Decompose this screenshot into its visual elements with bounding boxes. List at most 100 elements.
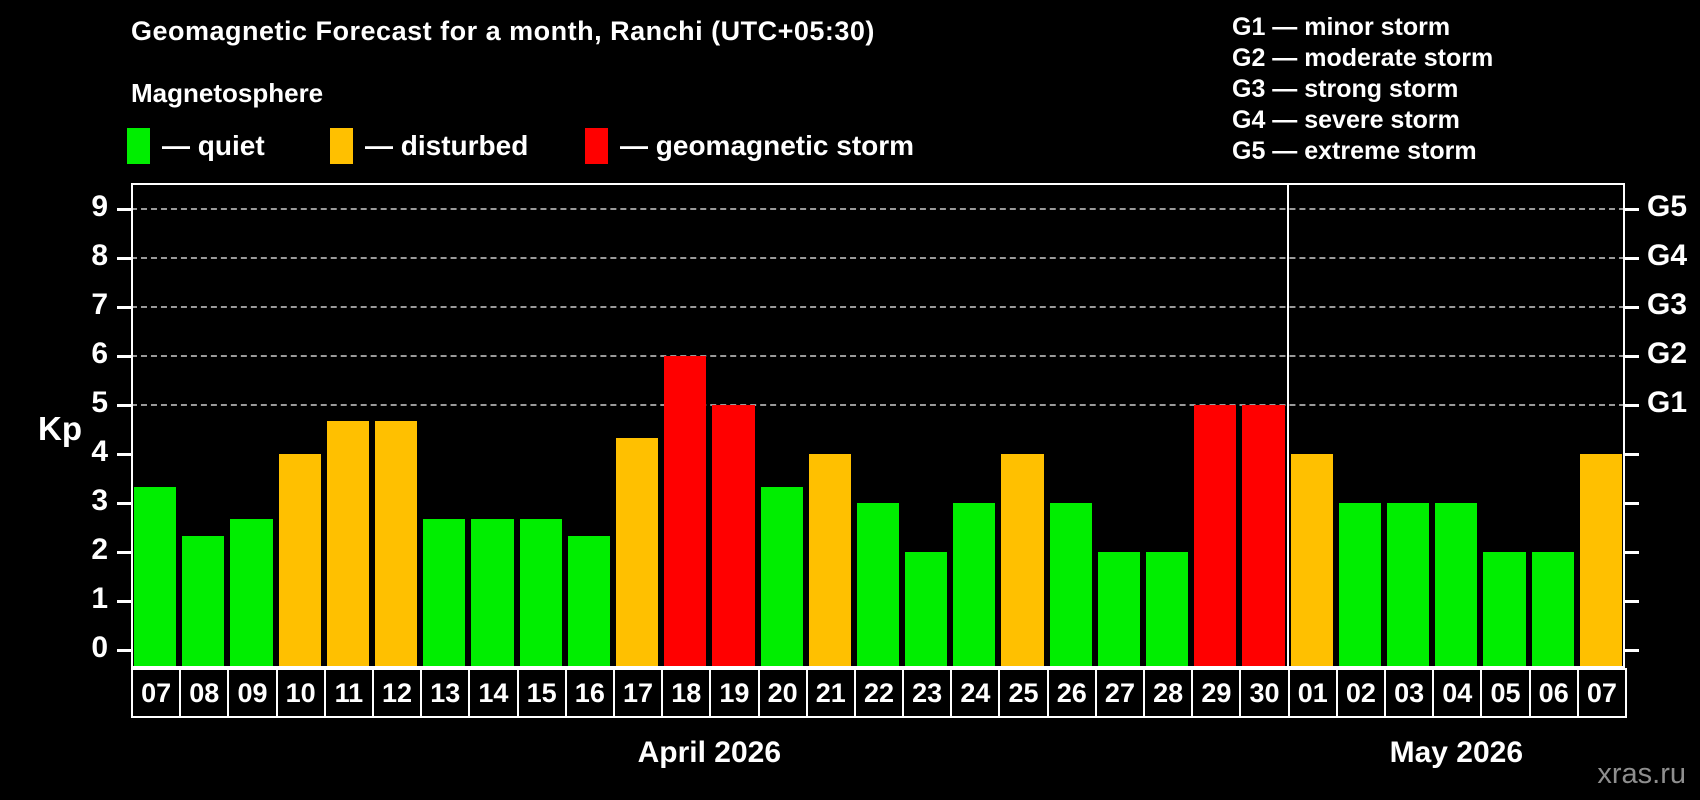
storm-swatch-icon: [585, 128, 608, 164]
kp-bar-day-02: [1338, 503, 1382, 668]
y-axis-tick-left: [117, 600, 131, 603]
day-label-cell: 29: [1191, 668, 1242, 718]
kp-bar-day-25: [1001, 454, 1044, 668]
y-axis-tick-label: 7: [91, 288, 108, 321]
day-label-cell: 17: [612, 668, 664, 718]
legend-item-storm: — geomagnetic storm: [585, 126, 914, 166]
day-label-cell: 14: [468, 668, 519, 718]
kp-bar-day-18: [664, 356, 707, 668]
g-scale-label-g2: G2: [1647, 337, 1688, 370]
gridline-kp6: [131, 355, 1625, 357]
y-axis-tick-right: [1625, 306, 1639, 309]
g-scale-label-g3: G3: [1647, 288, 1688, 321]
kp-bar-day-08: [182, 535, 225, 668]
y-axis-tick-label: 1: [91, 582, 108, 615]
gridline-kp9: [131, 208, 1625, 210]
y-axis-tick-left: [117, 208, 131, 211]
storm-scale-item: G2 — moderate storm: [1232, 44, 1494, 72]
day-label-cell: 19: [709, 668, 760, 718]
day-label-cell: 26: [1046, 668, 1097, 718]
gridline-kp5: [131, 404, 1625, 406]
day-label-cell: 12: [371, 668, 423, 718]
kp-bar-day-01: [1290, 454, 1333, 668]
month-label-april: April 2026: [637, 736, 782, 769]
day-label-cell: 13: [420, 668, 471, 718]
day-label-cell: 27: [1094, 668, 1146, 718]
y-axis-tick-label: 5: [91, 386, 108, 419]
kp-bar-day-13: [423, 519, 466, 668]
y-axis-tick-left: [117, 649, 131, 652]
day-label-cell: 09: [227, 668, 278, 718]
y-axis-tick-label: 4: [91, 435, 108, 468]
y-axis-tick-label: 0: [91, 631, 108, 664]
y-axis-tick-right: [1625, 355, 1639, 358]
legend-label: — geomagnetic storm: [620, 130, 915, 161]
kp-bar-day-27: [1097, 552, 1141, 668]
y-axis-tick-left: [117, 355, 131, 358]
y-axis-tick-label: 9: [91, 190, 108, 223]
legend-label: — disturbed: [365, 130, 529, 161]
month-separator-line: [1286, 183, 1289, 668]
day-label-cell: 15: [516, 668, 567, 718]
day-label-cell: 21: [805, 668, 856, 718]
y-axis-tick-right: [1625, 257, 1639, 260]
page-title: Geomagnetic Forecast for a month, Ranchi…: [131, 16, 875, 46]
y-axis-tick-left: [117, 453, 131, 456]
day-label-cell: 07: [131, 668, 182, 718]
y-axis-tick-label: 6: [91, 337, 108, 370]
y-axis-tick-left: [117, 404, 131, 407]
day-label-cell: 11: [323, 668, 374, 718]
kp-bar-day-05: [1483, 552, 1526, 668]
kp-bar-day-14: [471, 519, 514, 668]
storm-scale-item: G3 — strong storm: [1232, 75, 1459, 103]
kp-bar-day-04: [1435, 503, 1478, 668]
kp-bar-day-09: [230, 519, 273, 668]
day-label-cell: 25: [998, 668, 1049, 718]
legend-item-quiet: — quiet: [127, 126, 265, 166]
kp-bar-day-03: [1387, 503, 1430, 668]
g-scale-label-g4: G4: [1647, 239, 1688, 272]
y-axis-tick-right: [1625, 404, 1639, 407]
day-label-cell: 08: [179, 668, 230, 718]
y-axis-tick-left: [117, 551, 131, 554]
kp-bar-day-07: [1579, 454, 1622, 668]
g-scale-label-g5: G5: [1647, 190, 1688, 223]
y-axis-tick-label: 2: [91, 533, 108, 566]
legend-item-disturbed: — disturbed: [330, 126, 528, 166]
day-label-cell: 01: [1287, 668, 1338, 718]
y-axis-tick-left: [117, 306, 131, 309]
storm-scale-item: G5 — extreme storm: [1232, 137, 1477, 165]
day-label-cell: 23: [902, 668, 953, 718]
y-axis-tick-right: [1625, 600, 1639, 603]
y-axis-tick-label: 8: [91, 239, 108, 272]
kp-bar-day-07: [134, 486, 177, 668]
g-scale-label-g1: G1: [1647, 386, 1688, 419]
day-label-cell: 18: [661, 668, 712, 718]
y-axis-tick-label: 3: [91, 484, 108, 517]
y-axis-tick-right: [1625, 551, 1639, 554]
kp-bar-day-20: [760, 486, 803, 668]
gridline-kp7: [131, 306, 1625, 308]
plot-border-frame: [131, 183, 1625, 668]
day-label-cell: 24: [950, 668, 1001, 718]
chart-subtitle: Magnetosphere: [131, 78, 324, 108]
day-label-cell: 05: [1480, 668, 1531, 718]
storm-scale-legend: G1 — minor storm G2 — moderate storm G3 …: [1232, 12, 1493, 167]
day-label-cell: 22: [853, 668, 905, 718]
day-label-cell: 02: [1335, 668, 1387, 718]
month-label-may: May 2026: [1389, 736, 1524, 769]
kp-bar-day-17: [615, 437, 659, 668]
kp-bar-day-15: [519, 519, 562, 668]
kp-bar-day-11: [326, 421, 369, 668]
y-axis-tick-right: [1625, 649, 1639, 652]
day-label-cell: 28: [1143, 668, 1194, 718]
kp-bar-day-30: [1242, 405, 1285, 668]
kp-bar-day-26: [1049, 503, 1092, 668]
kp-bar-day-16: [567, 535, 610, 668]
kp-bar-day-12: [374, 421, 418, 668]
y-axis-title: Kp: [38, 409, 82, 447]
kp-bar-day-19: [712, 405, 755, 668]
day-label-cell: 10: [275, 668, 326, 718]
kp-bar-day-29: [1194, 405, 1237, 668]
